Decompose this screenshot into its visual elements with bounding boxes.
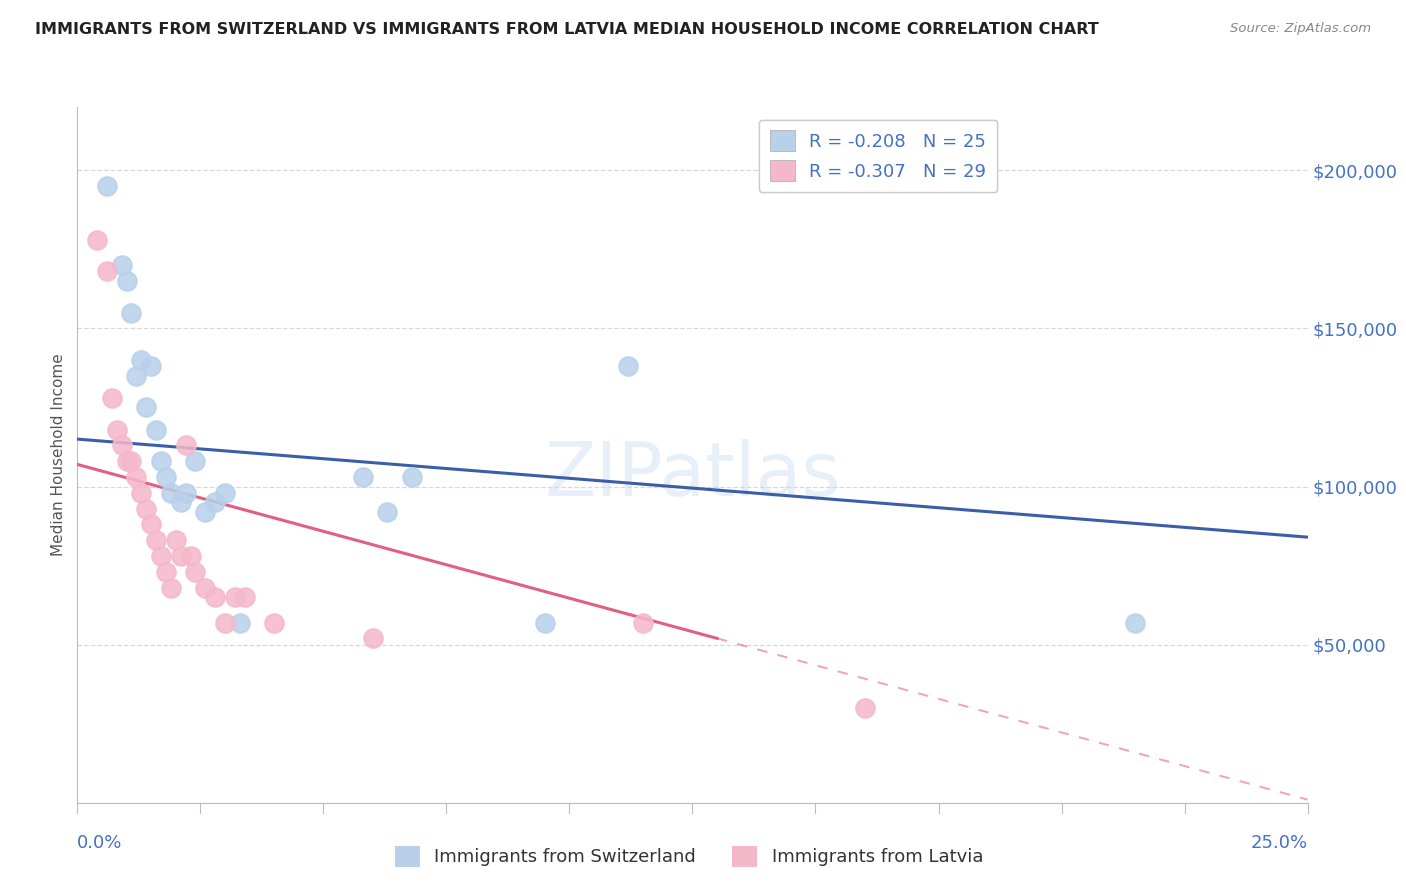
Point [228, 615, 252, 630]
Point [129, 486, 153, 500]
Point [121, 454, 143, 468]
Point [401, 470, 423, 484]
Point [111, 438, 132, 452]
Point [214, 486, 236, 500]
Point [145, 533, 167, 548]
Point [135, 501, 157, 516]
Point [135, 401, 157, 415]
Point [224, 591, 246, 605]
Point [141, 359, 163, 374]
Point [115, 454, 138, 468]
Point [170, 549, 193, 563]
Text: 25.0%: 25.0% [1250, 834, 1308, 852]
Text: Source: ZipAtlas.com: Source: ZipAtlas.com [1230, 22, 1371, 36]
Point [1125, 615, 1147, 630]
Point [121, 305, 143, 319]
Point [155, 565, 177, 579]
Point [233, 591, 256, 605]
Point [263, 615, 285, 630]
Point [194, 581, 217, 595]
Point [141, 517, 163, 532]
Text: ZIPatlas: ZIPatlas [544, 439, 841, 512]
Point [174, 486, 197, 500]
Point [204, 591, 226, 605]
Legend: R = -0.208   N = 25, R = -0.307   N = 29: R = -0.208 N = 25, R = -0.307 N = 29 [759, 120, 997, 192]
Point [361, 632, 384, 646]
Text: 0.0%: 0.0% [77, 834, 122, 852]
Point [155, 470, 177, 484]
Point [96, 179, 118, 194]
Point [377, 505, 399, 519]
Point [115, 274, 138, 288]
Y-axis label: Median Household Income: Median Household Income [51, 353, 66, 557]
Point [853, 701, 876, 715]
Point [125, 368, 148, 383]
Point [111, 258, 132, 272]
Point [633, 615, 655, 630]
Text: IMMIGRANTS FROM SWITZERLAND VS IMMIGRANTS FROM LATVIA MEDIAN HOUSEHOLD INCOME CO: IMMIGRANTS FROM SWITZERLAND VS IMMIGRANT… [35, 22, 1099, 37]
Point [125, 470, 148, 484]
Point [86, 233, 108, 247]
Point [352, 470, 374, 484]
Legend: Immigrants from Switzerland, Immigrants from Latvia: Immigrants from Switzerland, Immigrants … [387, 838, 991, 874]
Point [165, 533, 187, 548]
Point [101, 391, 124, 405]
Point [184, 565, 207, 579]
Point [174, 438, 197, 452]
Point [150, 454, 173, 468]
Point [105, 423, 128, 437]
Point [170, 495, 193, 509]
Point [160, 581, 183, 595]
Point [145, 423, 167, 437]
Point [129, 353, 153, 368]
Point [204, 495, 226, 509]
Point [180, 549, 202, 563]
Point [617, 359, 640, 374]
Point [194, 505, 217, 519]
Point [184, 454, 207, 468]
Point [96, 264, 118, 278]
Point [214, 615, 236, 630]
Point [534, 615, 557, 630]
Point [150, 549, 173, 563]
Point [160, 486, 183, 500]
